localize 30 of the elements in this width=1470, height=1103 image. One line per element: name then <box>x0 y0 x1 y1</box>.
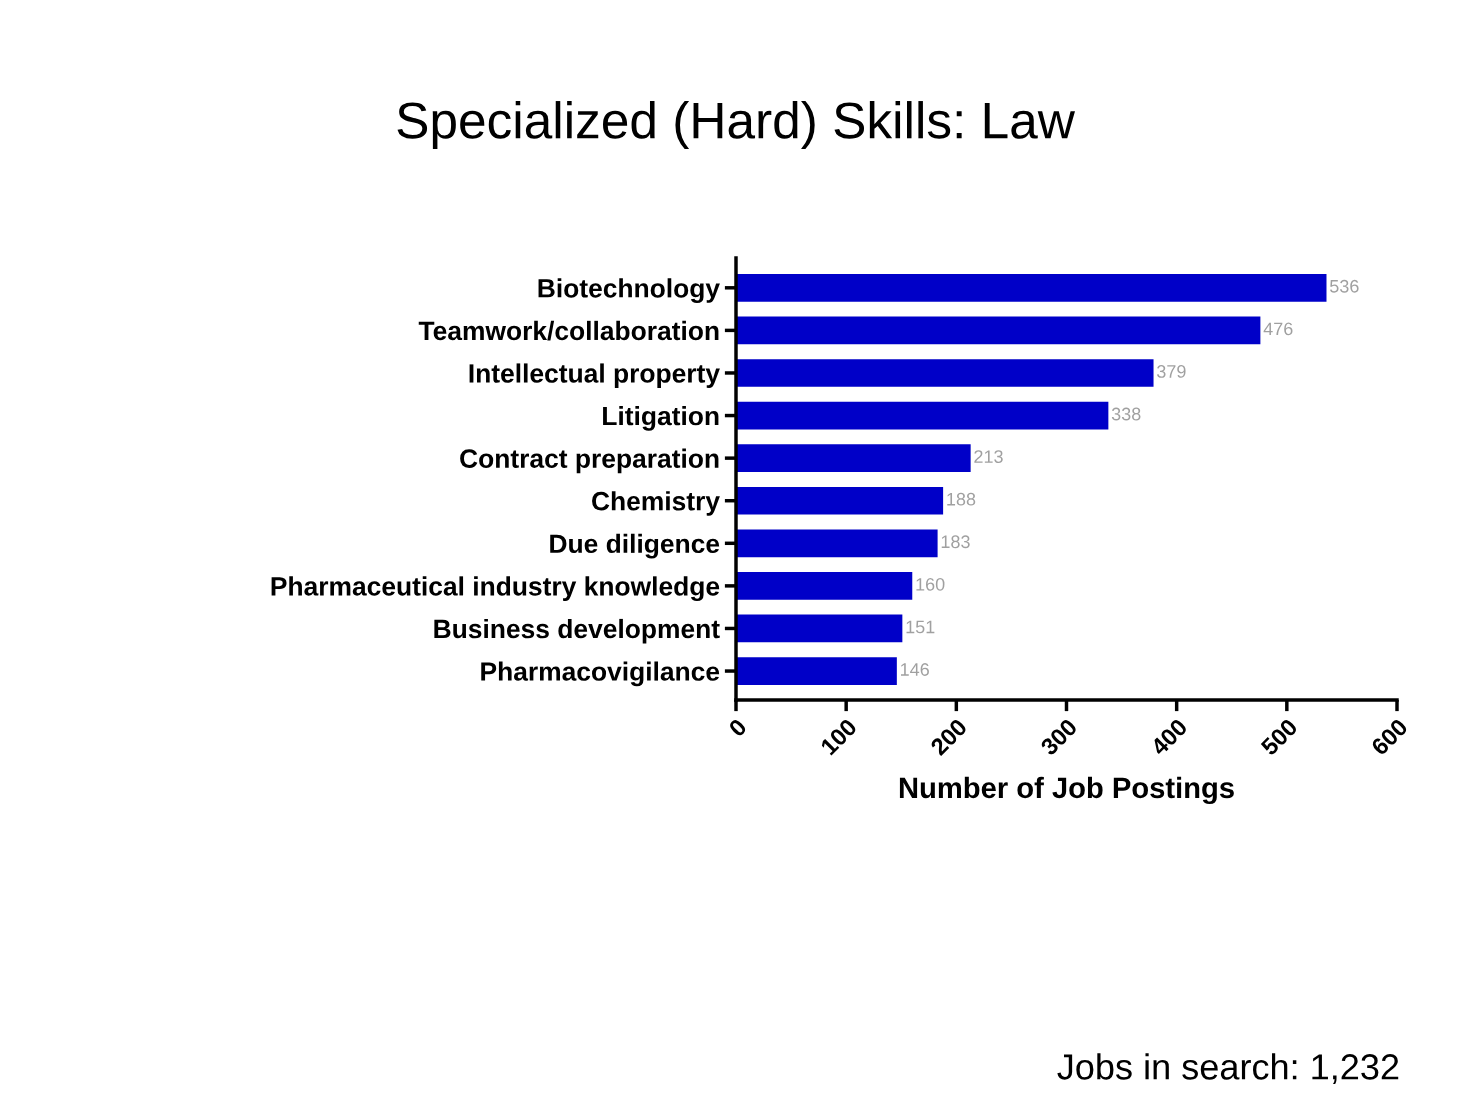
x-tick-label: 500 <box>1259 717 1299 757</box>
data-label: 183 <box>941 535 970 549</box>
x-tick-label: 600 <box>1370 717 1409 757</box>
y-tick-label: Intellectual property <box>469 363 720 389</box>
data-label: 379 <box>1157 365 1186 378</box>
text: Jobs in search: 1,232 <box>1057 1053 1399 1084</box>
y-tick-label: Business development <box>434 618 720 644</box>
x-tick-label: 100 <box>819 717 858 756</box>
y-tick-label: Biotechnology <box>538 278 720 303</box>
data-label: 213 <box>974 450 1003 463</box>
data-label: 146 <box>901 663 929 676</box>
y-tick-label: Contract preparation <box>460 448 719 474</box>
y-tick-label: Pharmaceutical industry knowledge <box>271 576 720 602</box>
x-tick-label: 300 <box>1039 717 1079 757</box>
data-label: 151 <box>906 620 935 634</box>
x-tick-label: 0 <box>727 717 748 738</box>
x-axis-title: Number of Job Postings <box>899 776 1234 805</box>
y-tick-label: Due diligence <box>550 533 720 559</box>
data-label: 338 <box>1111 407 1141 421</box>
x-tick-label: 400 <box>1149 717 1189 757</box>
y-tick-label: Litigation <box>603 405 719 431</box>
chart-title: Specialized (Hard) Skills: Law <box>397 101 1075 149</box>
data-label: 536 <box>1329 279 1359 293</box>
data-label: 188 <box>947 492 976 506</box>
y-tick-label: Teamwork/collaboration <box>418 320 719 341</box>
y-tick-label: Chemistry <box>592 491 720 516</box>
x-tick-label: 200 <box>929 717 968 757</box>
data-label: 476 <box>1263 322 1293 336</box>
y-tick-label: Pharmacovigilance <box>481 661 720 687</box>
data-label: 160 <box>916 577 945 591</box>
